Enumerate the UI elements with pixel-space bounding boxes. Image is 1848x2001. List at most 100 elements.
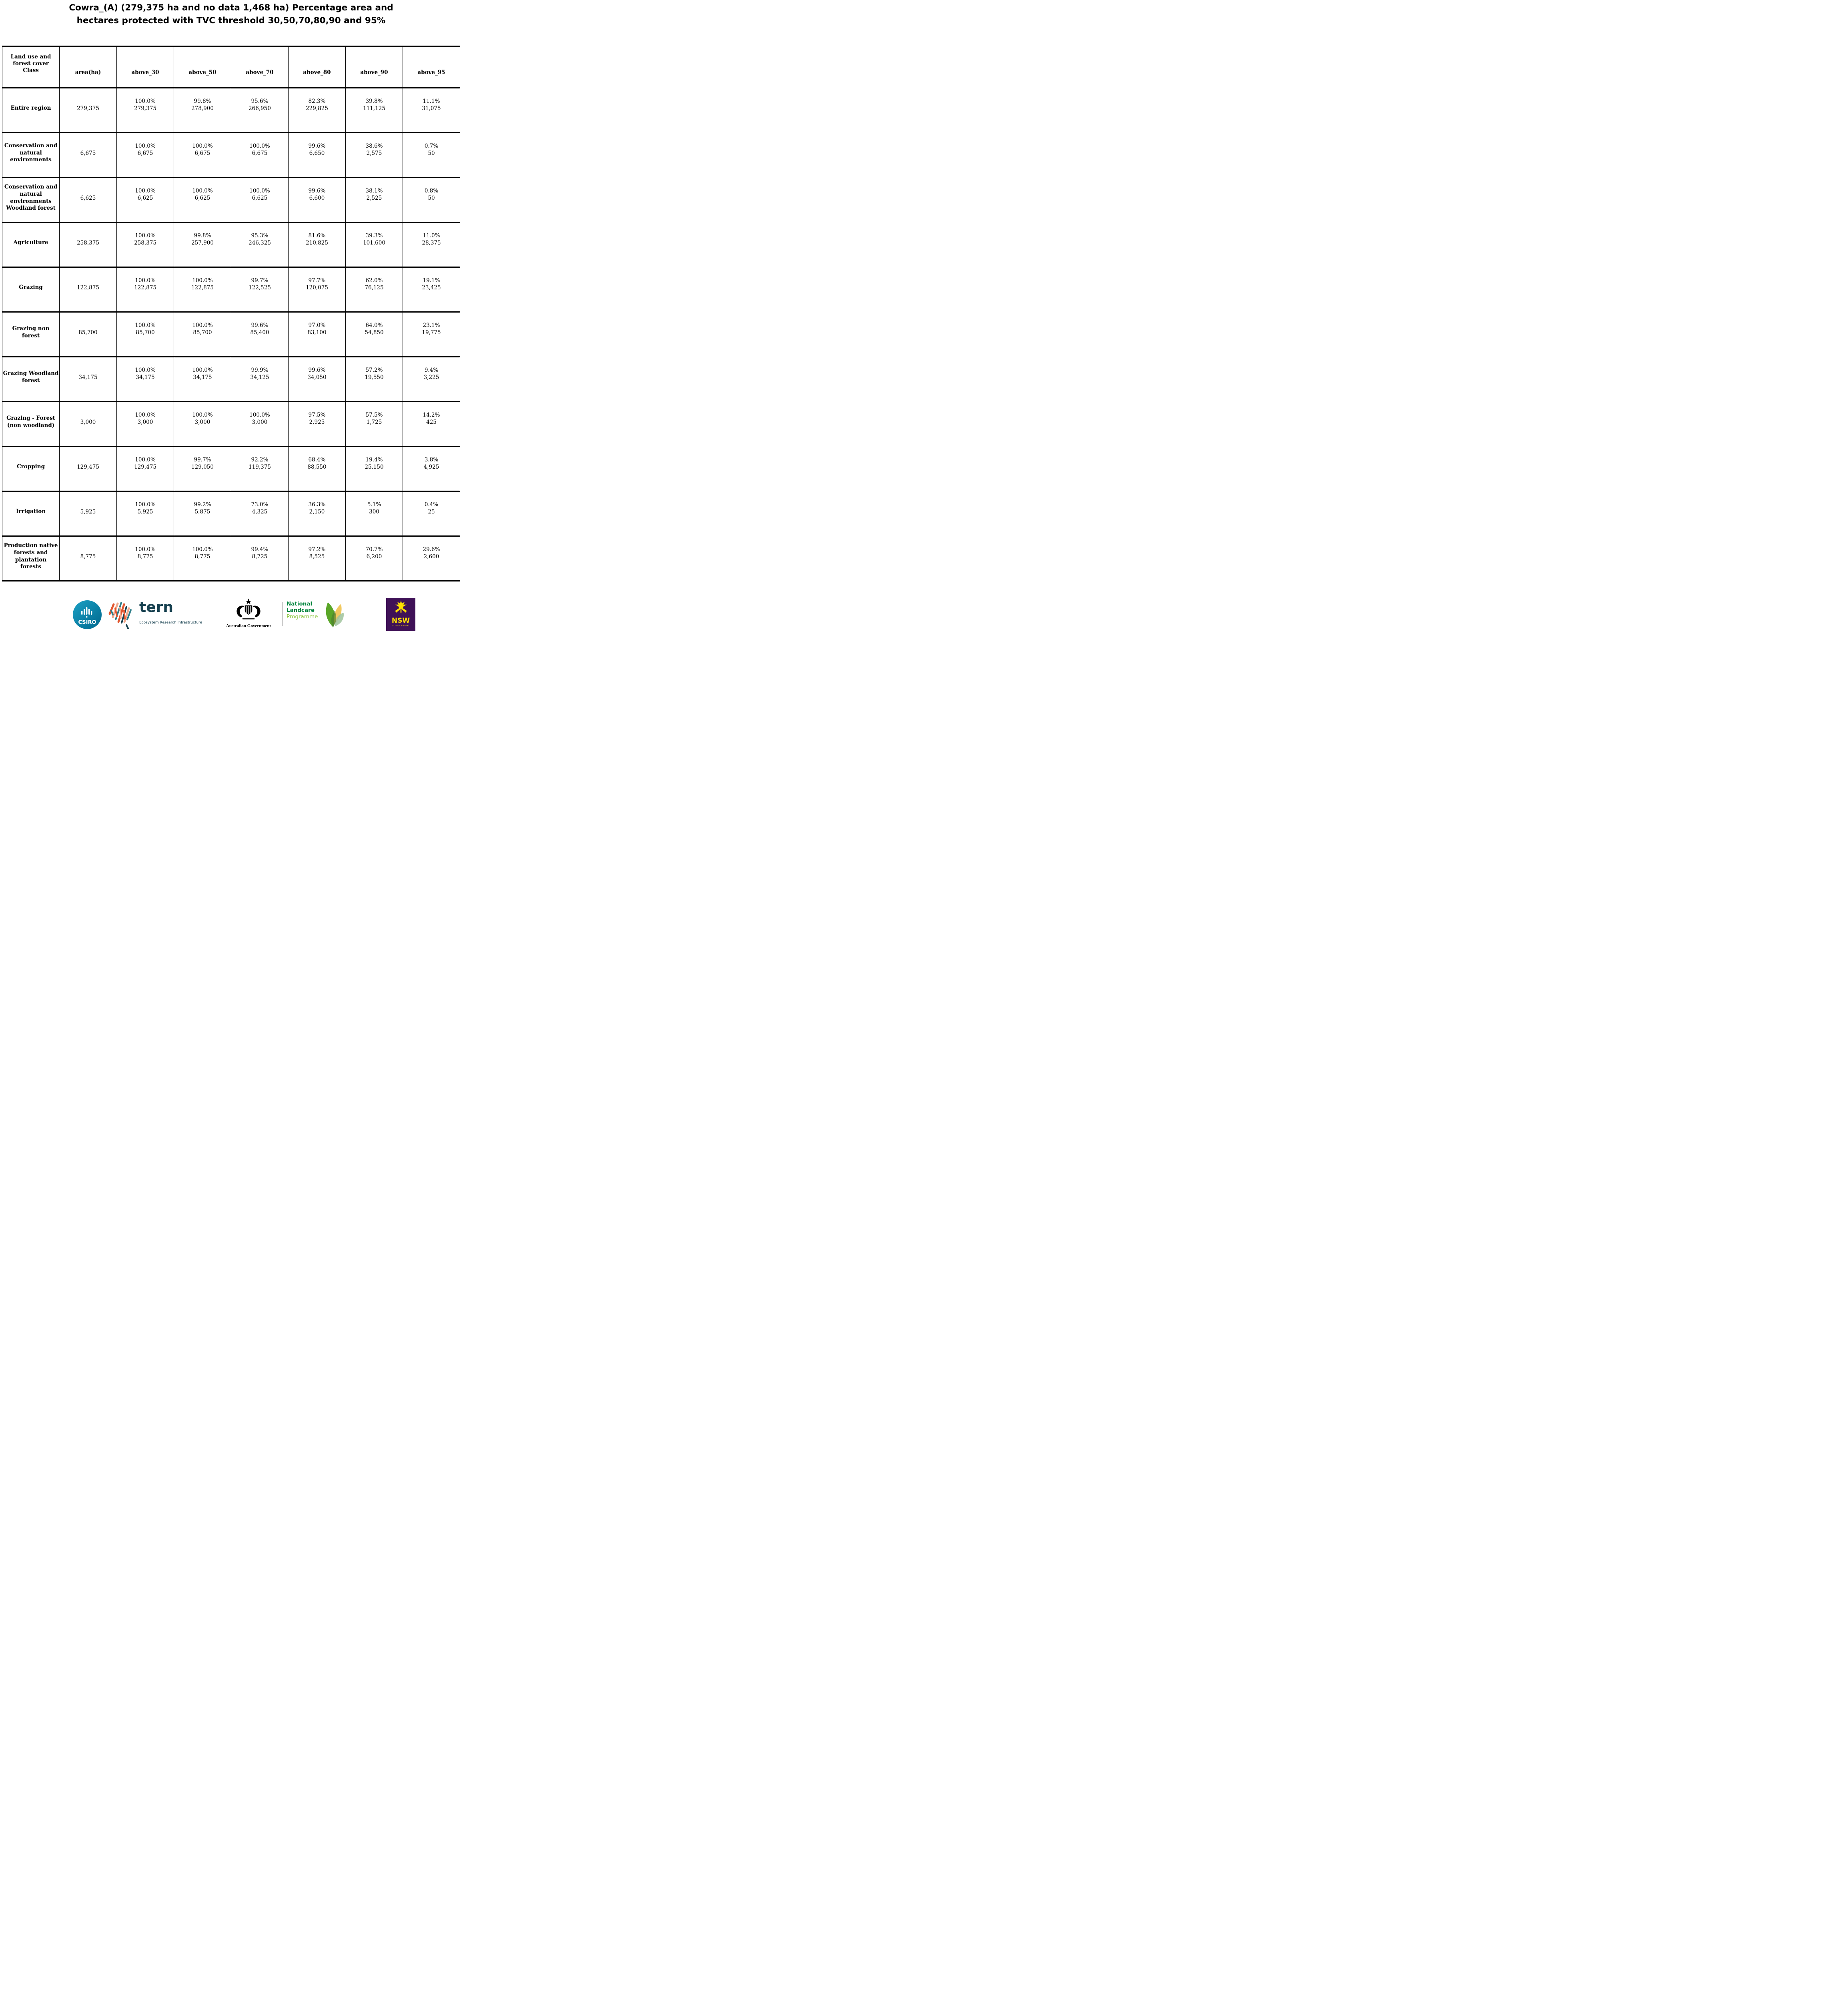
threshold-values: 62.0% 76,125 [346, 277, 403, 291]
ha-value: 3,000 [137, 419, 153, 425]
area-cell: 34,175 [59, 356, 117, 402]
ha-value: 25,150 [365, 463, 384, 470]
pct-value: 99.8% [194, 232, 211, 239]
pct-value: 99.6% [308, 367, 326, 373]
threshold-cell: 36.3% 2,150 [288, 491, 346, 537]
threshold-values: 97.5% 2,925 [289, 412, 345, 426]
threshold-cell: 19.4% 25,150 [345, 446, 403, 492]
threshold-cell: 68.4% 88,550 [288, 446, 346, 492]
threshold-cell: 11.0% 28,375 [403, 222, 460, 268]
area-cell: 3,000 [59, 401, 117, 447]
threshold-cell: 38.6% 2,575 [345, 132, 403, 178]
row-label-cell: Production native forests and plantation… [2, 535, 60, 581]
threshold-values: 99.4% 8,725 [232, 546, 288, 560]
pct-value: 100.0% [192, 367, 213, 373]
pct-value: 5.1% [367, 501, 381, 508]
ha-value: 279,375 [134, 105, 156, 112]
threshold-values: 11.0% 28,375 [403, 233, 460, 247]
threshold-values: 100.0% 8,775 [117, 546, 174, 560]
threshold-cell: 3.8% 4,925 [403, 446, 460, 492]
threshold-values: 100.0% 3,000 [232, 411, 288, 426]
threshold-cell: 39.8% 111,125 [345, 87, 403, 133]
threshold-cell: 99.2% 5,875 [174, 491, 231, 537]
pct-value: 92.2% [251, 456, 269, 463]
ha-value: 258,375 [134, 239, 156, 246]
header-row: Land use and forest cover Class area(ha) a… [2, 46, 460, 88]
pct-value: 100.0% [249, 187, 270, 194]
ha-value: 2,925 [309, 419, 325, 425]
threshold-values: 100.0% 122,875 [174, 277, 231, 291]
csiro-logo-icon: CSIRO [73, 600, 102, 629]
pct-value: 36.3% [308, 501, 326, 508]
threshold-cell: 62.0% 76,125 [345, 267, 403, 313]
row-label: Agriculture [13, 239, 48, 246]
threshold-cell: 64.0% 54,850 [345, 311, 403, 357]
threshold-values: 81.6% 210,825 [289, 233, 345, 247]
row-label: Conservation and natural environments Wo… [4, 184, 58, 212]
threshold-cell: 95.6% 266,950 [231, 87, 289, 133]
table-row: Irrigation 5,925 100.0% 5,925 99.2% 5,875 73.0… [2, 491, 460, 537]
pct-value: 97.2% [308, 546, 326, 553]
threshold-values: 0.7% 50 [403, 143, 460, 157]
threshold-values: 100.0% 6,625 [232, 187, 288, 202]
ha-value: 85,700 [193, 329, 212, 336]
pct-value: 100.0% [135, 142, 156, 149]
threshold-values: 14.2% 425 [403, 412, 460, 426]
landcare-leaves-icon [326, 602, 344, 628]
pct-value: 39.3% [365, 232, 383, 239]
threshold-values: 0.8% 50 [403, 188, 460, 202]
threshold-cell: 81.6% 210,825 [288, 222, 346, 268]
threshold-values: 100.0% 122,875 [117, 277, 174, 291]
threshold-values: 100.0% 8,775 [174, 546, 231, 560]
threshold-values: 97.2% 8,525 [289, 546, 345, 560]
threshold-values: 100.0% 6,625 [117, 188, 174, 202]
ha-value: 50 [428, 194, 435, 201]
threshold-cell: 39.3% 101,600 [345, 222, 403, 268]
ha-value: 129,475 [134, 463, 156, 470]
landcare-line1: National [287, 601, 313, 607]
pct-value: 57.2% [365, 367, 383, 373]
pct-value: 100.0% [135, 277, 156, 284]
area-value: 258,375 [77, 239, 99, 246]
threshold-values: 38.1% 2,525 [346, 188, 403, 202]
threshold-values: 68.4% 88,550 [289, 457, 345, 471]
threshold-cell: 5.1% 300 [345, 491, 403, 537]
area-value: 122,875 [77, 284, 99, 291]
ha-value: 2,600 [423, 553, 439, 560]
pct-value: 3.8% [424, 456, 439, 463]
csiro-label: CSIRO [78, 620, 96, 626]
threshold-cell: 0.7% 50 [403, 132, 460, 178]
threshold-values: 99.2% 5,875 [174, 501, 231, 515]
pct-value: 100.0% [249, 411, 270, 418]
header-cell-5: above_90 [345, 46, 403, 88]
area-cell: 258,375 [59, 222, 117, 268]
pct-value: 100.0% [135, 232, 156, 239]
threshold-cell: 100.0% 6,675 [174, 132, 231, 178]
threshold-cell: 29.6% 2,600 [403, 535, 460, 581]
header-label: above_30 [131, 69, 159, 76]
ha-value: 28,375 [422, 239, 441, 246]
threshold-cell: 100.0% 6,625 [174, 177, 231, 223]
area-cell: 5,925 [59, 491, 117, 537]
header-label: above_80 [303, 69, 331, 76]
table-row: Grazing Woodland forest 34,175 100.0% 34,17… [2, 356, 460, 402]
threshold-cell: 0.8% 50 [403, 177, 460, 223]
threshold-values: 19.1% 23,425 [403, 277, 460, 291]
header-label: above_95 [417, 69, 445, 76]
threshold-values: 99.9% 34,125 [232, 367, 288, 381]
header-cell-6: above_95 [403, 46, 460, 88]
ha-value: 50 [428, 150, 435, 156]
threshold-cell: 99.6% 85,400 [231, 311, 289, 357]
pct-value: 100.0% [192, 187, 213, 194]
threshold-cell: 100.0% 8,775 [174, 535, 231, 581]
header-class-label: Land use and forest cover Class [10, 54, 51, 74]
threshold-cell: 9.4% 3,225 [403, 356, 460, 402]
ha-value: 34,125 [250, 374, 269, 381]
threshold-cell: 82.3% 229,825 [288, 87, 346, 133]
threshold-cell: 100.0% 6,625 [116, 177, 174, 223]
ha-value: 6,675 [137, 150, 153, 156]
threshold-values: 99.6% 85,400 [232, 322, 288, 336]
ha-value: 111,125 [363, 105, 385, 112]
threshold-values: 99.6% 6,650 [289, 143, 345, 157]
threshold-values: 19.4% 25,150 [346, 457, 403, 471]
